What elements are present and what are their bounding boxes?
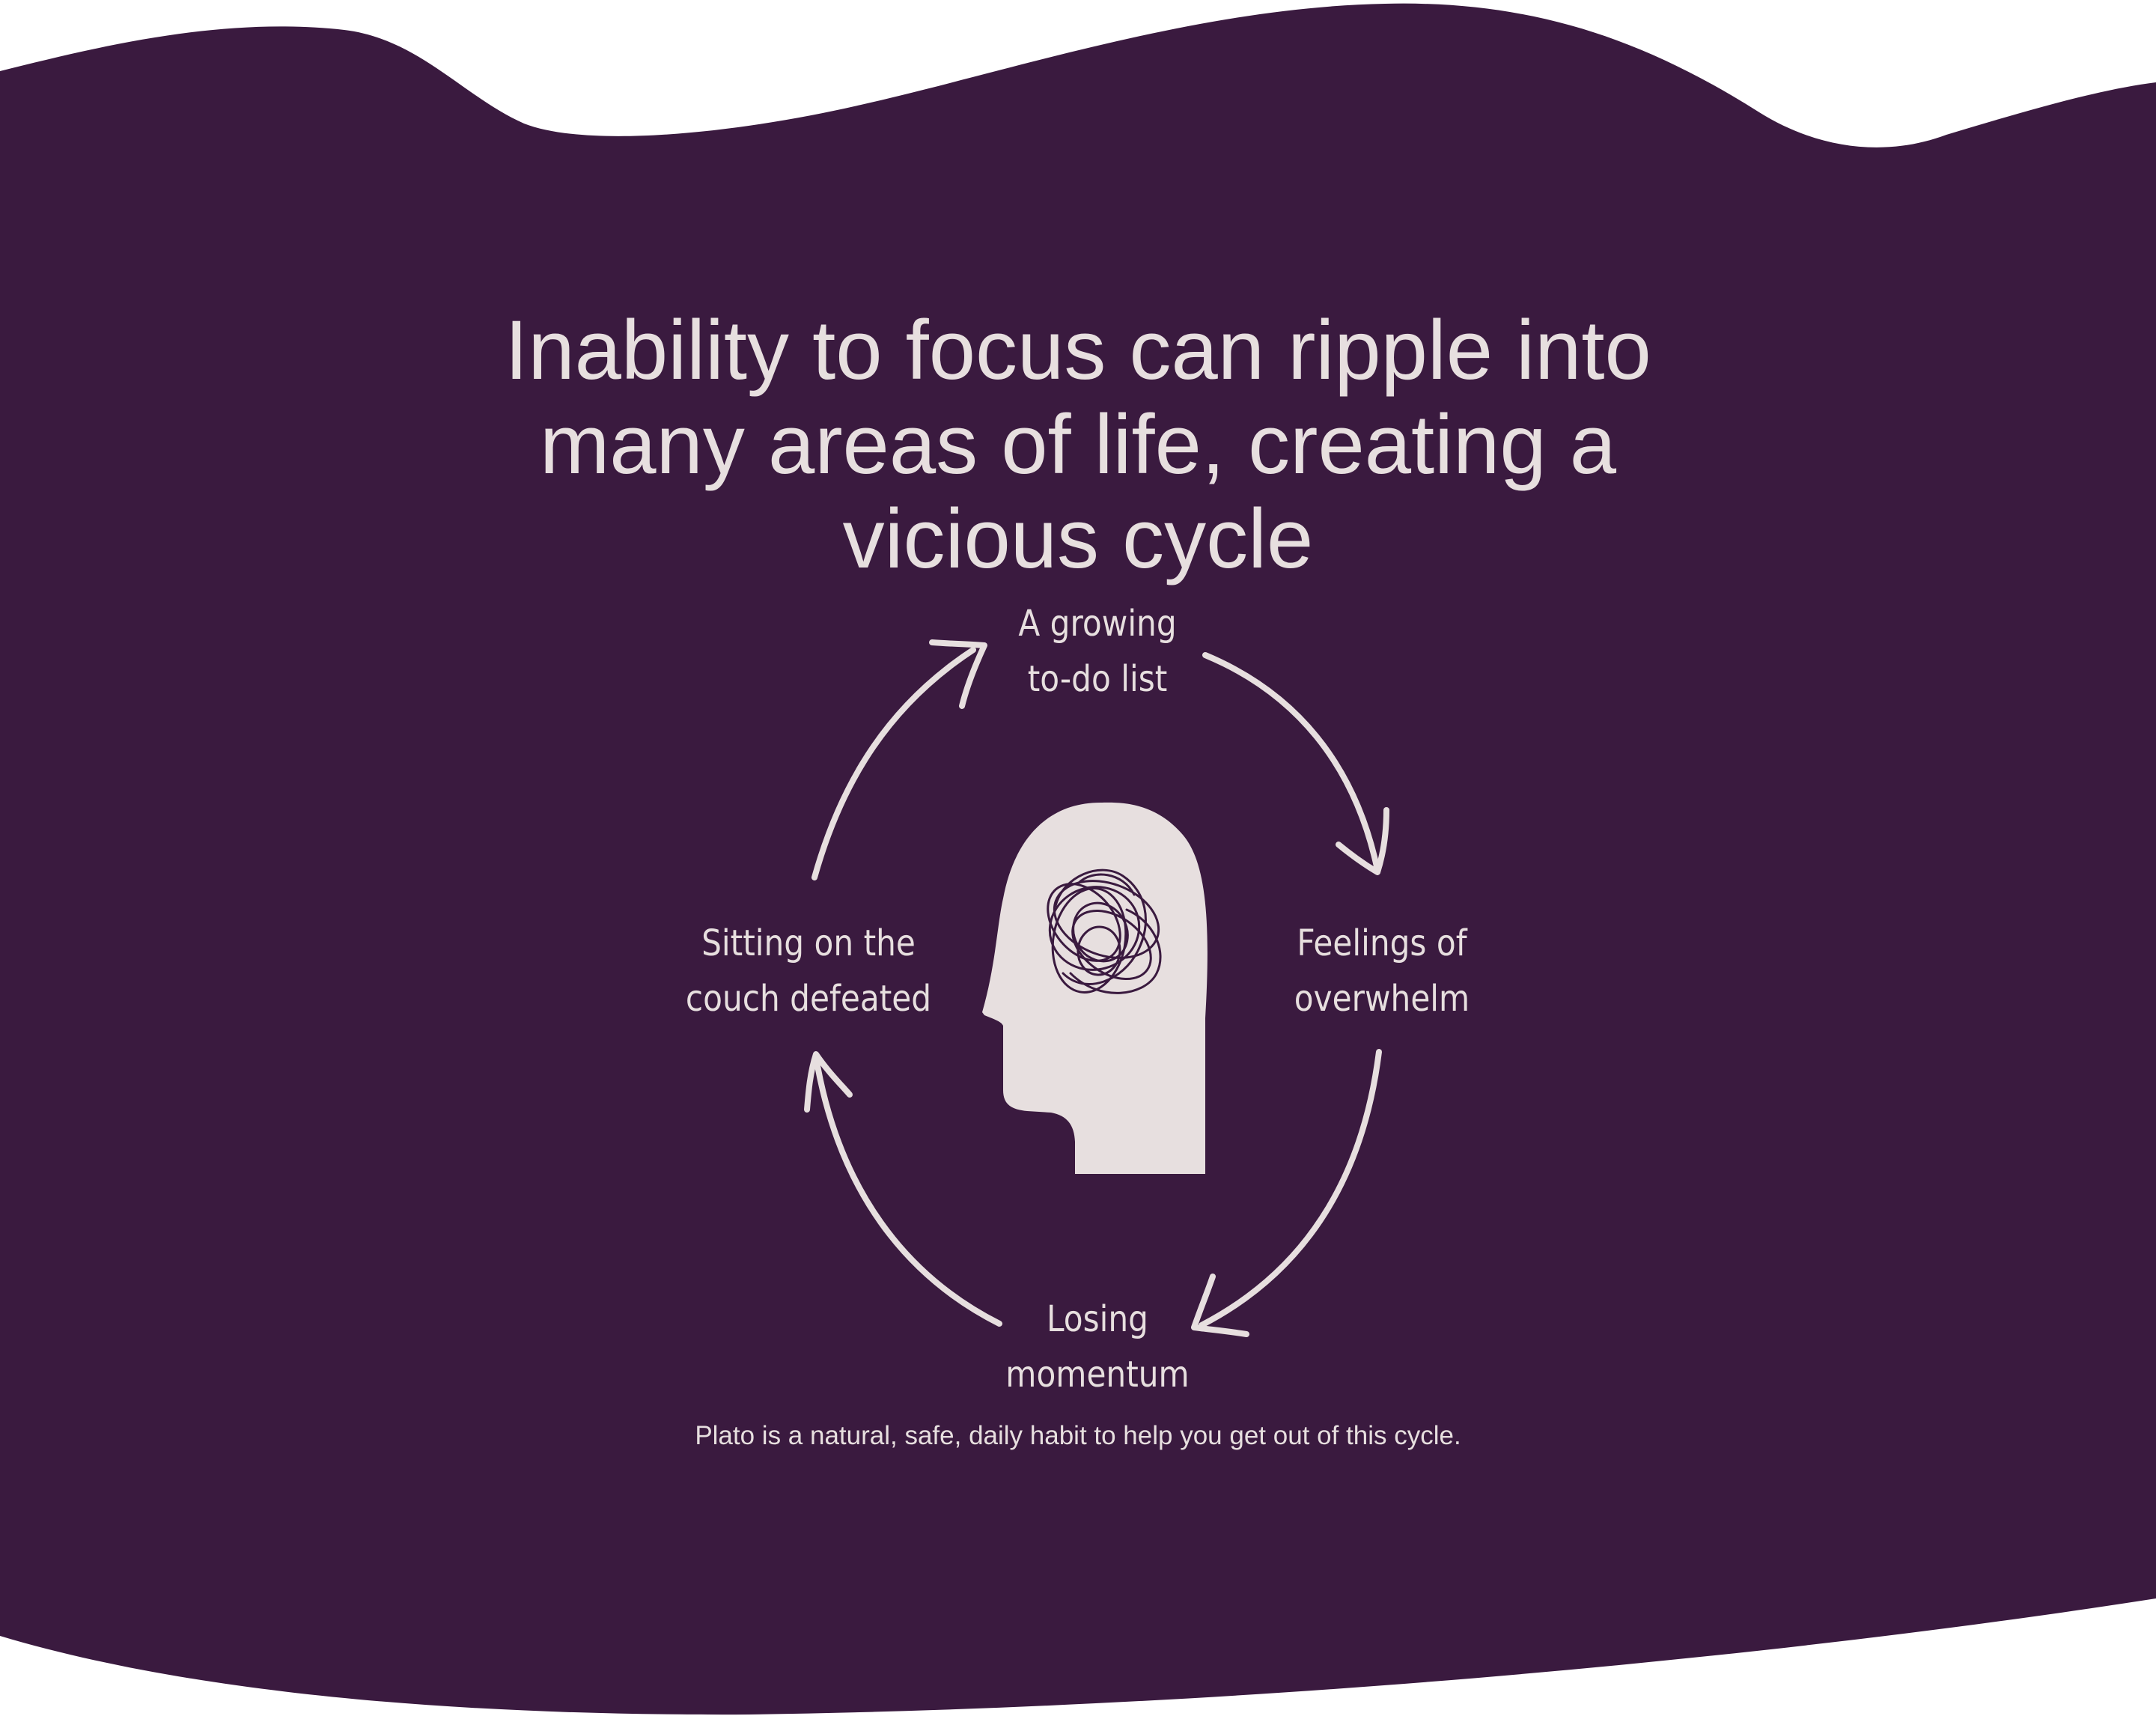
cycle-node-todo-line-2: to-do list [1027,658,1168,700]
tangled-scribble [1047,868,1162,994]
footer-note: Plato is a natural, safe, daily habit to… [695,1421,1461,1450]
cycle-node-overwhelm: Feelings of overwhelm [1217,916,1547,1026]
cycle-node-todo-list: A growing to-do list [933,596,1262,707]
cycle-node-defeated-line-2: couch defeated [685,978,932,1020]
arrow-left-to-top [811,639,987,880]
cycle-node-defeated: Sitting on the couch defeated [644,916,973,1026]
title-line-2: many areas of life, creating a [539,398,1617,491]
arrow-bottom-to-left [804,1051,1002,1327]
cycle-arrows [804,639,1389,1337]
title-line-1: Inability to focus can ripple into [505,303,1651,397]
title-line-3: vicious cycle [842,492,1314,585]
arrow-top-to-right [1202,652,1389,875]
cycle-node-momentum-line-1: Losing [1047,1298,1148,1340]
cycle-node-momentum: Losing momentum [933,1291,1262,1402]
cycle-node-momentum-line-2: momentum [1005,1354,1190,1396]
arrow-right-to-bottom [1191,1049,1382,1337]
head-with-tangled-thoughts-icon [982,802,1208,1174]
cycle-node-todo-line-1: A growing [1018,603,1177,645]
cycle-node-overwhelm-line-2: overwhelm [1294,978,1470,1020]
cycle-node-overwhelm-line-1: Feelings of [1297,922,1467,964]
page-title: Inability to focus can ripple into many … [329,303,1827,586]
cycle-node-defeated-line-1: Sitting on the [701,922,916,964]
